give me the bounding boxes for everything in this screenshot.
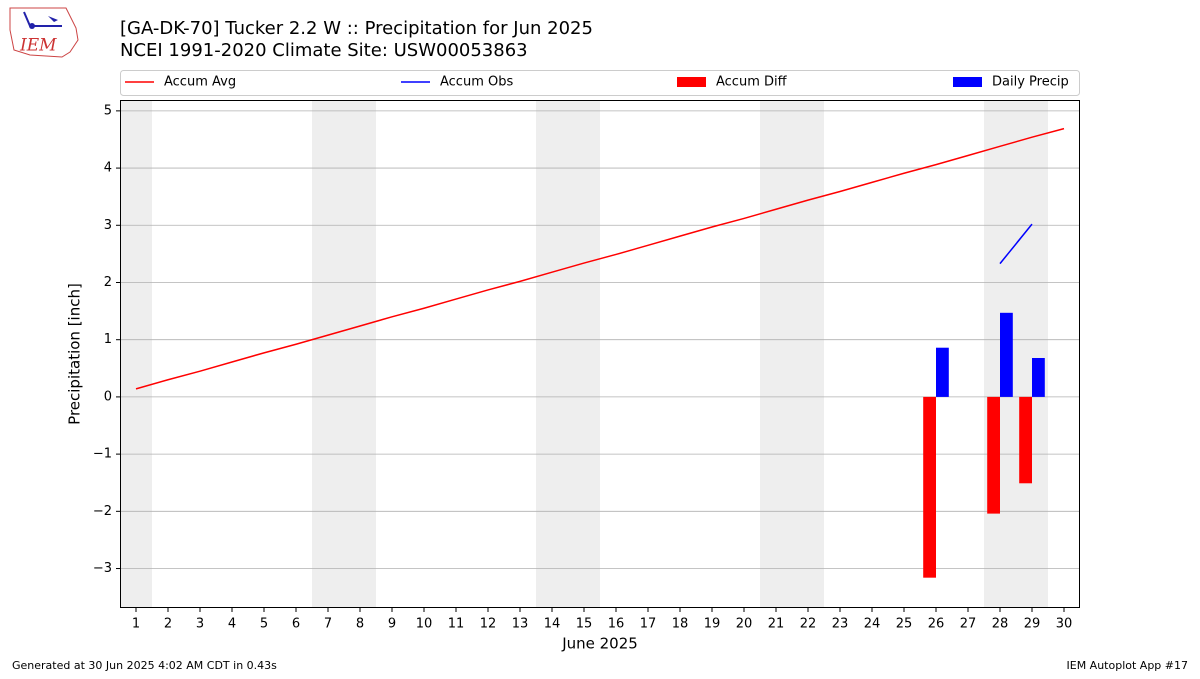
x-tick-label: 10: [416, 617, 433, 632]
y-tick-label: −3: [93, 561, 112, 576]
footer-left: Generated at 30 Jun 2025 4:02 AM CDT in …: [12, 659, 277, 672]
legend-label: Accum Obs: [440, 75, 513, 90]
bar: [1032, 358, 1045, 397]
x-tick-label: 1: [132, 617, 140, 632]
chart-subtitle: NCEI 1991-2020 Climate Site: USW00053863: [120, 40, 528, 61]
x-tick-label: 20: [736, 617, 753, 632]
y-axis-label: Precipitation [inch]: [66, 283, 84, 425]
x-tick-label: 15: [576, 617, 593, 632]
y-tick-label: 2: [104, 275, 112, 290]
legend-label: Accum Diff: [716, 75, 788, 90]
x-tick-label: 29: [1024, 617, 1041, 632]
x-tick-label: 8: [356, 617, 364, 632]
plot-frame: [120, 100, 1080, 608]
legend-label: Accum Avg: [164, 75, 236, 90]
legend-swatch: [677, 77, 706, 87]
series-line: [999, 223, 1033, 265]
x-tick-label: 30: [1056, 617, 1073, 632]
y-tick-label: 4: [104, 161, 112, 176]
bar: [923, 396, 936, 578]
x-tick-label: 21: [768, 617, 785, 632]
x-tick-label: 23: [832, 617, 849, 632]
legend-swatch: [953, 77, 982, 87]
x-tick-label: 28: [992, 617, 1009, 632]
legend-label: Daily Precip: [992, 75, 1069, 90]
weekend-shading: [120, 100, 1048, 608]
x-tick-label: 11: [448, 617, 465, 632]
x-tick-label: 27: [960, 617, 977, 632]
x-tick-label: 25: [896, 617, 913, 632]
y-tick-label: 1: [104, 332, 112, 347]
x-tick-label: 9: [388, 617, 396, 632]
x-tick-label: 7: [324, 617, 332, 632]
x-tick-label: 12: [480, 617, 497, 632]
bar: [987, 396, 1000, 514]
x-tick-label: 14: [544, 617, 561, 632]
y-tick-label: −2: [93, 504, 112, 519]
x-tick-label: 22: [800, 617, 817, 632]
x-tick-label: 4: [228, 617, 236, 632]
x-tick-label: 13: [512, 617, 529, 632]
series-line: [135, 127, 1065, 390]
x-tick-label: 18: [672, 617, 689, 632]
x-tick-label: 26: [928, 617, 945, 632]
x-tick-label: 19: [704, 617, 721, 632]
x-axis-label: June 2025: [561, 635, 638, 653]
y-tick-label: −1: [93, 447, 112, 462]
x-tick-label: 17: [640, 617, 657, 632]
logo-text: IEM: [19, 36, 57, 56]
y-tick-label: 5: [104, 103, 112, 118]
x-tick-label: 24: [864, 617, 881, 632]
bar: [1000, 312, 1013, 397]
bar: [936, 347, 949, 397]
x-tick-label: 16: [608, 617, 625, 632]
footer-right: IEM Autoplot App #17: [1067, 659, 1189, 672]
x-tick-label: 6: [292, 617, 300, 632]
bar: [1019, 396, 1032, 484]
logo: IEM: [9, 7, 79, 58]
x-tick-label: 2: [164, 617, 172, 632]
legend-box: [120, 70, 1080, 96]
x-tick-label: 5: [260, 617, 268, 632]
y-tick-label: 0: [104, 389, 112, 404]
y-tick-label: 3: [104, 218, 112, 233]
x-tick-label: 3: [196, 617, 204, 632]
chart-title: [GA-DK-70] Tucker 2.2 W :: Precipitation…: [120, 18, 593, 39]
